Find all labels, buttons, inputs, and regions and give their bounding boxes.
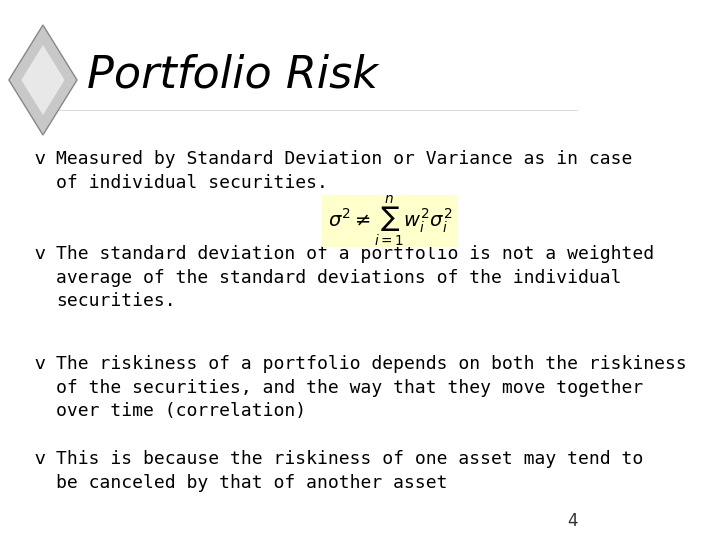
Text: v: v [35,245,45,263]
Text: Portfolio Risk: Portfolio Risk [86,53,378,97]
Polygon shape [22,45,65,115]
Text: The standard deviation of a portfolio is not a weighted
average of the standard : The standard deviation of a portfolio is… [56,245,654,310]
Text: 4: 4 [567,512,578,530]
Polygon shape [9,25,77,135]
Text: v: v [35,355,45,373]
Text: This is because the riskiness of one asset may tend to
be canceled by that of an: This is because the riskiness of one ass… [56,450,644,491]
FancyBboxPatch shape [322,195,459,247]
Text: Measured by Standard Deviation or Variance as in case
of individual securities.: Measured by Standard Deviation or Varian… [56,150,633,192]
Text: v: v [35,150,45,168]
Text: $\sigma^2 \neq \sum_{i=1}^{n} w_i^2 \sigma_i^2$: $\sigma^2 \neq \sum_{i=1}^{n} w_i^2 \sig… [328,193,452,248]
Text: The riskiness of a portfolio depends on both the riskiness
of the securities, an: The riskiness of a portfolio depends on … [56,355,687,420]
Text: v: v [35,450,45,468]
